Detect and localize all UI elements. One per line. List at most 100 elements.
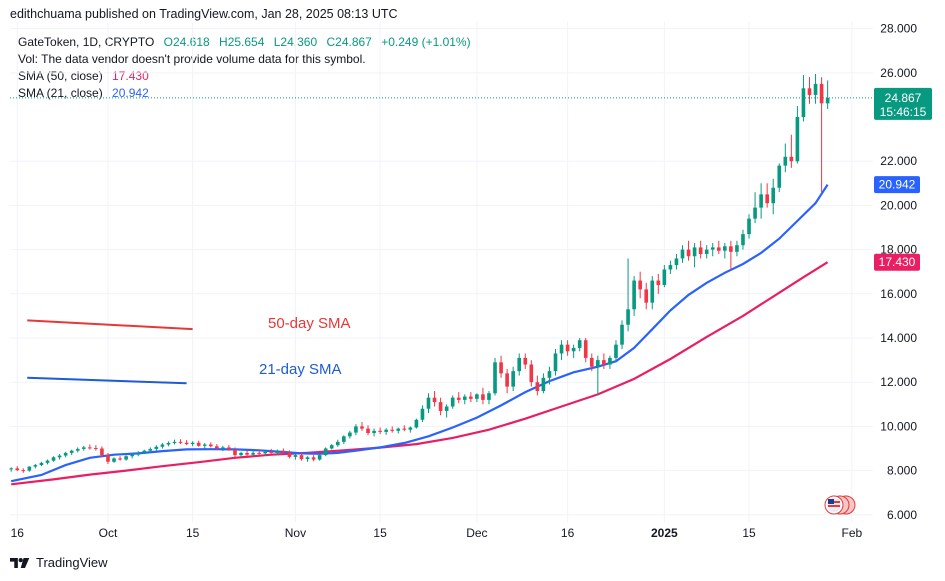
candle xyxy=(747,214,751,239)
candle-body xyxy=(178,441,183,443)
x-tick-label: 15 xyxy=(186,526,200,540)
candle-body xyxy=(462,396,467,400)
candle xyxy=(257,449,261,455)
footer-brand[interactable]: TradingView xyxy=(10,555,108,570)
candle xyxy=(81,445,86,451)
candle-body xyxy=(456,397,461,400)
time-axis[interactable]: 16 Oct 15 Nov 15 Dec 16 2025 15 Feb xyxy=(11,526,863,540)
flag-icon[interactable] xyxy=(824,495,856,515)
candle-body xyxy=(698,247,703,255)
candle xyxy=(190,441,195,447)
candle xyxy=(789,134,794,168)
candle xyxy=(9,467,14,472)
candle-body xyxy=(160,444,165,447)
candle-body xyxy=(741,234,745,246)
candle-body xyxy=(638,280,642,290)
legend-symbol-row[interactable]: GateToken, 1D, CRYPTO O24.618 H25.654 L2… xyxy=(18,34,471,51)
candle xyxy=(396,427,401,434)
candle-body xyxy=(88,447,92,449)
x-tick-label: 15 xyxy=(373,526,387,540)
candle-body xyxy=(499,362,503,374)
candle-body xyxy=(75,448,80,451)
candle-body xyxy=(559,344,564,354)
candle xyxy=(130,452,134,459)
candle-body xyxy=(493,362,497,394)
candle xyxy=(565,340,570,356)
price-axis[interactable]: 28.000 26.000 22.000 20.000 18.000 16.000 14.0… xyxy=(880,22,917,522)
candle xyxy=(45,459,50,465)
candle-body xyxy=(553,353,558,372)
candle xyxy=(293,454,298,460)
candle-body xyxy=(172,441,177,443)
candle-body xyxy=(384,429,388,432)
candle-body xyxy=(281,450,286,453)
candle xyxy=(620,320,624,350)
y-tick-label: 26.000 xyxy=(880,66,917,80)
candle xyxy=(178,439,183,445)
candle-body xyxy=(414,419,419,428)
candle xyxy=(63,451,68,458)
candle-body xyxy=(596,360,600,367)
last-price-value: 24.867 xyxy=(885,91,922,105)
candle-body xyxy=(432,397,437,403)
candle-body xyxy=(317,455,322,460)
candle-body xyxy=(184,442,189,445)
legend-sma21-row[interactable]: SMA (21, close) 20.942 xyxy=(18,85,471,102)
candle xyxy=(227,445,231,451)
bar-countdown: 15:46:15 xyxy=(880,105,927,119)
candles xyxy=(9,73,830,473)
x-tick-label: 16 xyxy=(561,526,575,540)
candle xyxy=(456,392,461,404)
candle xyxy=(729,240,733,270)
candle xyxy=(632,276,636,316)
candle-body xyxy=(63,452,68,456)
y-tick-label: 22.000 xyxy=(880,154,917,168)
candle xyxy=(469,392,473,403)
candle xyxy=(680,245,685,263)
candle xyxy=(499,355,503,378)
candle-body xyxy=(704,249,709,255)
y-tick-label: 16.000 xyxy=(880,287,917,301)
candle-body xyxy=(342,436,346,442)
candle xyxy=(753,192,757,224)
candle-body xyxy=(571,347,576,352)
candle-body xyxy=(112,458,116,462)
candle-body xyxy=(801,88,806,118)
candle-body xyxy=(765,194,769,204)
annotation-sma21-text: 21-day SMA xyxy=(259,361,342,378)
ohlc-high: H25.654 xyxy=(219,35,265,49)
candle-body xyxy=(257,452,261,454)
candle-body xyxy=(759,194,763,208)
candle xyxy=(801,75,806,122)
sma50-badge-value: 17.430 xyxy=(879,255,916,269)
candle-body xyxy=(118,458,122,460)
candle xyxy=(124,455,128,461)
candle xyxy=(106,452,110,464)
candle xyxy=(215,444,219,450)
candle xyxy=(450,395,455,409)
candle-body xyxy=(825,97,830,104)
candle xyxy=(650,276,655,310)
candle xyxy=(39,461,44,467)
candle xyxy=(668,260,673,274)
candle xyxy=(384,428,388,435)
candle-body xyxy=(233,449,237,456)
candle-body xyxy=(620,324,624,345)
candle xyxy=(118,456,122,461)
candle-body xyxy=(323,448,328,456)
candle-body xyxy=(51,457,56,461)
candle xyxy=(819,77,824,193)
published-line: edithchuama published on TradingView.com… xyxy=(10,7,398,21)
candle xyxy=(414,418,419,429)
symbol-title: GateToken, 1D, CRYPTO xyxy=(18,35,155,49)
candle xyxy=(432,391,437,407)
x-tick-label: 2025 xyxy=(651,526,678,540)
annotation-lines xyxy=(27,319,193,385)
candle-body xyxy=(529,364,534,383)
candle-body xyxy=(662,269,667,285)
last-price-badge: 24.867 15:46:15 xyxy=(874,87,932,120)
ohlc-open: O24.618 xyxy=(163,35,210,49)
candle xyxy=(269,448,274,455)
y-tick-label: 28.000 xyxy=(880,22,917,36)
